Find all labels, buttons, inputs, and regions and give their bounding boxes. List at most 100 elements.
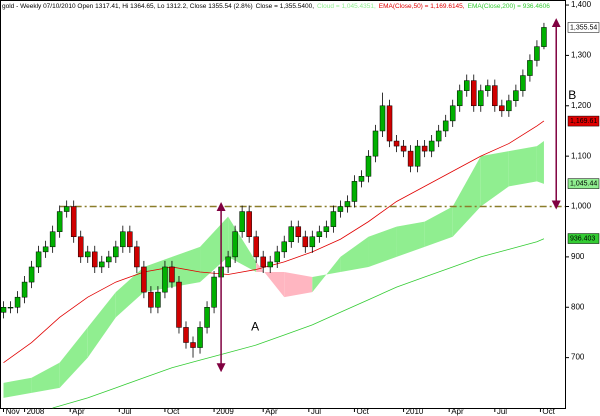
cloud-segment	[284, 272, 313, 298]
candle-body	[155, 291, 161, 308]
header-part: Cloud = 1,045.4351,	[317, 3, 376, 10]
candle-body	[92, 251, 98, 268]
x-tick-label: Apr	[265, 407, 278, 416]
header: gold - Weekly 07/10/2010 Open 1317.41, H…	[2, 3, 550, 10]
candle-body	[463, 80, 470, 91]
candle-body	[358, 176, 365, 182]
header-part: Close = 1,355.5400,	[256, 3, 315, 10]
y-tick-label: 1,400	[571, 0, 592, 9]
x-tick-label: Oct	[167, 407, 180, 416]
x-tick-label: 2008	[27, 407, 45, 416]
candle-body	[442, 120, 449, 132]
candle-body	[49, 231, 56, 248]
candle-body	[141, 266, 147, 293]
candle-body	[260, 256, 266, 268]
candle-body	[337, 206, 344, 212]
cloud-segment	[59, 327, 88, 388]
candle-body	[14, 296, 21, 308]
candle-body	[84, 251, 91, 258]
candle-body	[492, 85, 498, 107]
cloud-segment	[87, 292, 116, 358]
candle-body	[513, 90, 519, 101]
last-value-label: 1,169.61	[570, 118, 597, 125]
candle-body	[253, 236, 259, 258]
y-tick-label: 800	[571, 302, 585, 311]
candle-body	[169, 266, 175, 283]
candle-body	[428, 140, 435, 152]
candle-body	[534, 46, 540, 61]
candle-body	[113, 246, 119, 258]
candle-body	[274, 251, 280, 263]
cloud-segment	[256, 261, 285, 298]
cloud-segment	[312, 256, 341, 293]
x-tick-label: Apr	[72, 407, 85, 416]
candle-body	[302, 236, 309, 248]
candle-body	[239, 211, 245, 232]
candle-body	[506, 100, 512, 112]
x-tick-label: Apr	[451, 407, 464, 416]
candle-body	[344, 201, 351, 207]
candle-body	[70, 206, 77, 237]
candle-body	[106, 256, 112, 263]
cloud-segment	[396, 221, 425, 257]
candle-body	[379, 105, 386, 132]
y-tick-label: 700	[571, 353, 585, 362]
candle-body	[134, 246, 140, 268]
candle-body	[190, 342, 196, 348]
cloud-segment	[480, 151, 509, 207]
candle-body	[365, 155, 372, 177]
cloud-segment	[115, 266, 144, 318]
candle-body	[421, 145, 428, 152]
candle-body	[267, 261, 273, 268]
candle-body	[21, 281, 28, 298]
candle-body	[211, 276, 217, 308]
last-value-box	[567, 178, 600, 189]
x-tick-label: Jul	[121, 407, 131, 416]
candle-body	[435, 130, 442, 142]
x-tick-label: Oct	[542, 407, 555, 416]
candle-body	[485, 85, 491, 91]
candle-body	[148, 291, 154, 308]
candle-body	[414, 145, 421, 167]
y-tick-label: 1,200	[571, 101, 592, 110]
x-tick-label: Oct	[356, 407, 369, 416]
candle-body	[281, 241, 288, 253]
candle-body	[323, 226, 330, 232]
candle-body	[449, 105, 456, 122]
cloud-segment	[340, 236, 369, 272]
candle-body	[225, 256, 231, 268]
candle-body	[309, 236, 316, 248]
header-part: EMA(Close,200) = 936.4606	[468, 3, 551, 10]
x-tick-label: 2010	[406, 407, 424, 416]
candle-body	[99, 261, 105, 268]
candle-body	[478, 90, 484, 107]
candle-body	[120, 231, 126, 248]
ema-line	[52, 238, 545, 409]
candle-body	[316, 231, 323, 237]
x-tick-label: Jul	[497, 407, 507, 416]
ema-line	[3, 120, 545, 363]
candle-body	[393, 140, 400, 147]
cloud-segment	[452, 156, 481, 237]
candle-body	[330, 211, 337, 227]
annotation-label: B	[568, 88, 576, 102]
candle-body	[42, 246, 49, 253]
candle-body	[407, 150, 414, 167]
y-tick-label: 900	[571, 252, 585, 261]
candle-body	[288, 226, 295, 243]
cloud-segment	[508, 146, 537, 187]
candle-body	[520, 75, 526, 91]
last-value-label: 1,045.44	[570, 180, 597, 187]
header-part: EMA(Close,50) = 1,169.6145,	[379, 3, 465, 10]
candle-body	[232, 231, 238, 258]
last-value-box	[567, 115, 600, 127]
candle-body	[499, 105, 505, 112]
cloud-segment	[424, 206, 453, 247]
candle-body	[456, 90, 463, 107]
candle-body	[56, 211, 63, 232]
candle-body	[527, 60, 533, 76]
last-value-box	[567, 22, 600, 33]
candle-body	[176, 281, 182, 328]
candle-body	[127, 231, 133, 248]
